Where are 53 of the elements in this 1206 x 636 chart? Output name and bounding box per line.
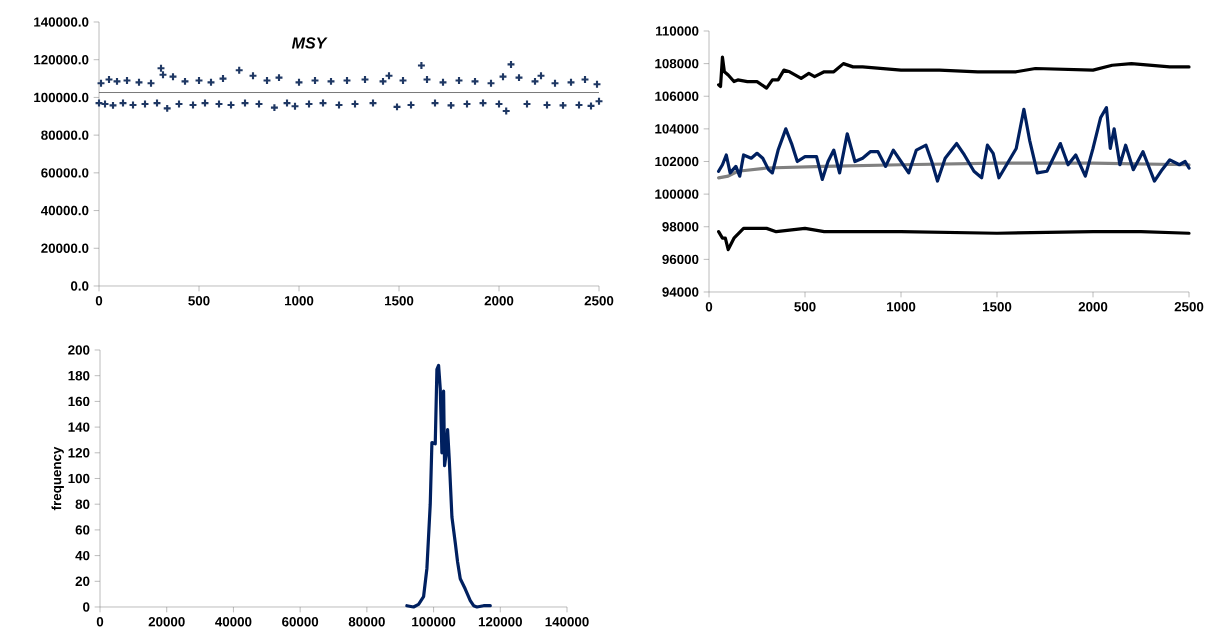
y-tick-label: 100000 (655, 189, 699, 199)
line-series (405, 363, 492, 609)
x-tick-label: 1000 (887, 302, 916, 312)
y-tick-label: 102000 (655, 156, 699, 167)
text: MSY (291, 37, 328, 49)
y-tick-label: 80 (75, 499, 90, 509)
y-tick-label: 20 (75, 576, 90, 587)
y-tick-label: 120 (68, 448, 90, 458)
x-tick-label: 2000 (484, 296, 514, 306)
x-tick-label: 500 (188, 296, 210, 306)
y-tick-label: 98000 (662, 222, 699, 232)
y-tick-label: 94000 (662, 287, 699, 297)
y-tick-label: 60000.0 (41, 168, 89, 178)
y-tick-label: 40 (75, 550, 90, 561)
y-tick-label: 40000.0 (40, 205, 89, 216)
x-tick-label: 2500 (1174, 302, 1204, 312)
x-tick-label: 0 (96, 617, 104, 627)
x-tick-label: 500 (794, 302, 816, 312)
x-tick-label: 40000 (215, 617, 252, 627)
line-series (717, 226, 1191, 252)
x-tick-label: 1500 (385, 296, 414, 306)
y-tick-label: 120000.0 (34, 54, 89, 65)
x-tick-label: 120000 (478, 617, 522, 627)
y-tick-label: 200 (68, 345, 90, 355)
x-tick-label: 80000 (348, 617, 385, 627)
y-tick-label: 104000 (655, 124, 699, 134)
y-tick-label: 110000 (656, 26, 699, 36)
x-tick-label: 20000 (148, 617, 185, 627)
y-tick-label: 20000.0 (41, 243, 89, 253)
x-tick-label: 0 (705, 302, 713, 312)
y-tick-label: 140 (68, 422, 90, 432)
x-tick-label: 60000 (282, 617, 319, 627)
y-tick-label: 160 (68, 396, 90, 407)
x-tick-label: 100000 (412, 617, 456, 627)
y-tick-label: 96000 (662, 254, 699, 265)
x-tick-label: 140000 (545, 617, 589, 627)
y-tick-label: 100000.0 (34, 92, 89, 103)
y-tick-label: 106000 (655, 91, 699, 101)
y-tick-label: 80000.0 (41, 130, 89, 140)
y-tick-label: 0 (83, 602, 90, 612)
x-tick-label: 0 (95, 296, 103, 306)
x-tick-label: 1500 (983, 302, 1012, 312)
x-tick-label: 1000 (285, 296, 314, 306)
y-tick-label: 108000 (655, 58, 699, 69)
y-tick-label: 60 (75, 525, 90, 535)
line-series (717, 106, 1191, 183)
y-tick-label: 0.0 (70, 281, 89, 291)
x-tick-label: 2500 (584, 296, 614, 306)
y-tick-label: 180 (68, 370, 90, 381)
y-axis-title: frequency (51, 446, 64, 511)
y-tick-label: 140000.0 (34, 17, 89, 27)
y-tick-label: 100 (68, 473, 90, 484)
x-tick-label: 2000 (1078, 302, 1108, 312)
